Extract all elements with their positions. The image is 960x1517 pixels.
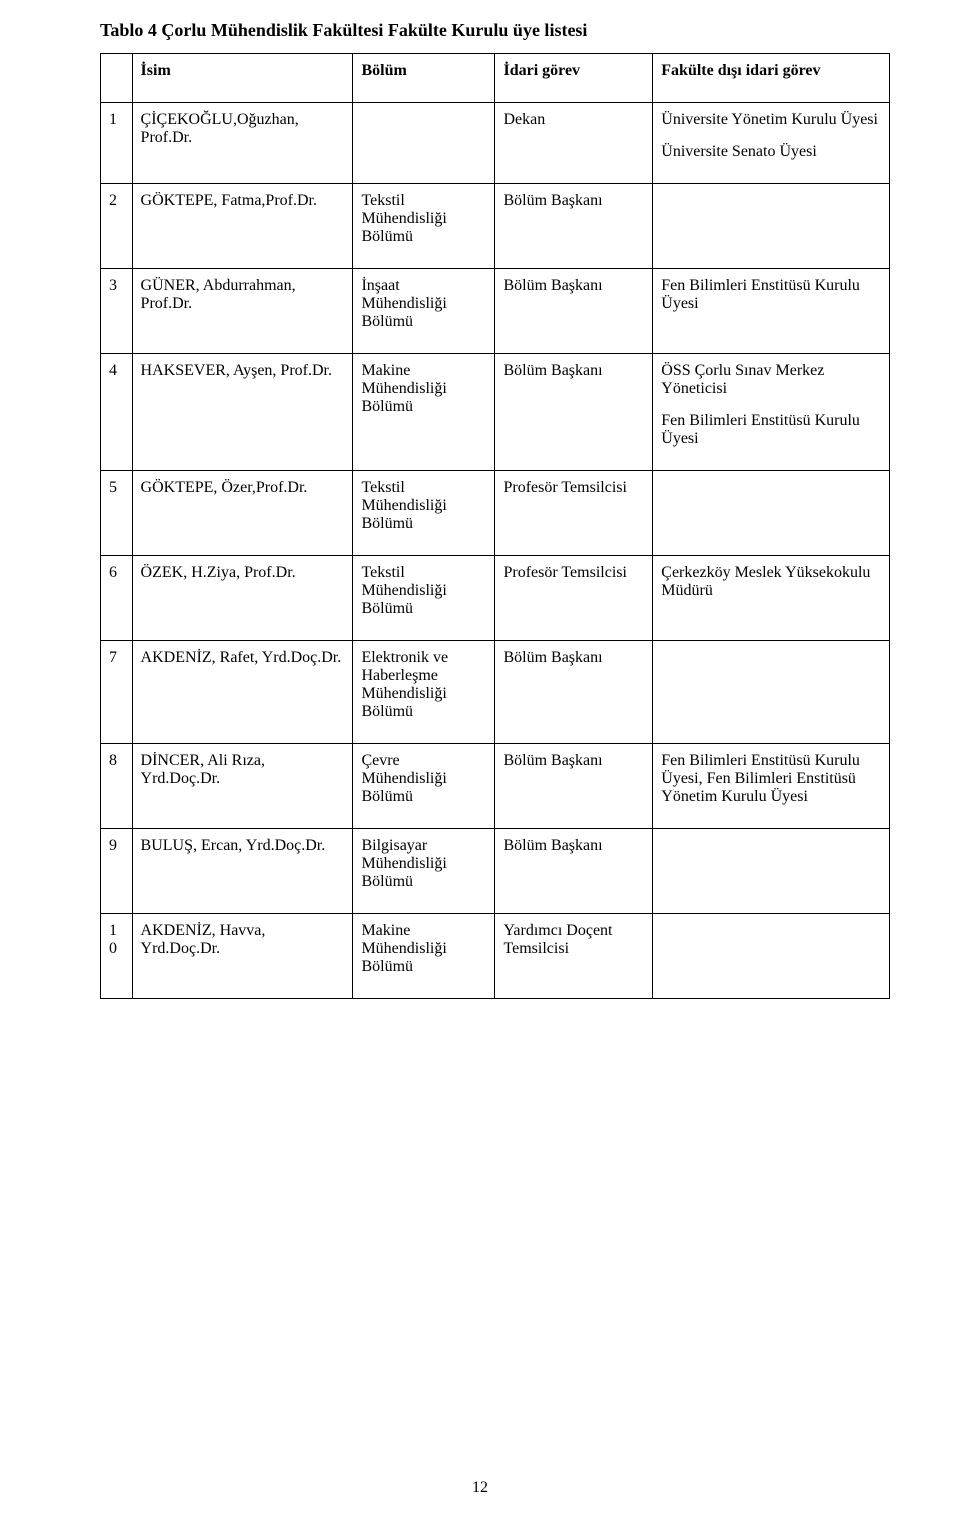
cell-num: 10: [101, 914, 133, 999]
cell-bolum: Tekstil Mühendisliği Bölümü: [353, 471, 495, 556]
cell-disi: Üniversite Yönetim Kurulu Üyesi Üniversi…: [653, 103, 890, 184]
cell-idari: Bölüm Başkanı: [495, 184, 653, 269]
th-bolum: Bölüm: [353, 54, 495, 103]
cell-disi: Çerkezköy Meslek Yüksekokulu Müdürü: [653, 556, 890, 641]
cell-num: 2: [101, 184, 133, 269]
page-title: Tablo 4 Çorlu Mühendislik Fakültesi Fakü…: [100, 20, 890, 41]
cell-idari: Bölüm Başkanı: [495, 744, 653, 829]
cell-num: 5: [101, 471, 133, 556]
cell-disi-extra: Üniversite Senato Üyesi: [661, 143, 881, 161]
cell-disi-extra: Fen Bilimleri Enstitüsü Kurulu Üyesi: [661, 412, 881, 448]
cell-bolum: Elektronik ve Haberleşme Mühendisliği Bö…: [353, 641, 495, 744]
cell-num: 1: [101, 103, 133, 184]
cell-disi-main: Üniversite Yönetim Kurulu Üyesi: [661, 111, 878, 128]
cell-num: 3: [101, 269, 133, 354]
cell-idari: Bölüm Başkanı: [495, 829, 653, 914]
cell-idari: Profesör Temsilcisi: [495, 556, 653, 641]
cell-bolum: Tekstil Mühendisliği Bölümü: [353, 184, 495, 269]
table-row: 6 ÖZEK, H.Ziya, Prof.Dr. Tekstil Mühendi…: [101, 556, 890, 641]
cell-disi: [653, 641, 890, 744]
cell-isim: HAKSEVER, Ayşen, Prof.Dr.: [132, 354, 353, 471]
cell-disi: [653, 471, 890, 556]
cell-isim: BULUŞ, Ercan, Yrd.Doç.Dr.: [132, 829, 353, 914]
table-row: 9 BULUŞ, Ercan, Yrd.Doç.Dr. Bilgisayar M…: [101, 829, 890, 914]
table-row: 5 GÖKTEPE, Özer,Prof.Dr. Tekstil Mühendi…: [101, 471, 890, 556]
cell-idari: Profesör Temsilcisi: [495, 471, 653, 556]
cell-isim: GÖKTEPE, Fatma,Prof.Dr.: [132, 184, 353, 269]
cell-isim: ÇİÇEKOĞLU,Oğuzhan, Prof.Dr.: [132, 103, 353, 184]
cell-bolum: Çevre Mühendisliği Bölümü: [353, 744, 495, 829]
cell-isim: GÜNER, Abdurrahman, Prof.Dr.: [132, 269, 353, 354]
cell-bolum: Makine Mühendisliği Bölümü: [353, 914, 495, 999]
document-page: Tablo 4 Çorlu Mühendislik Fakültesi Fakü…: [0, 0, 960, 1517]
cell-disi: [653, 184, 890, 269]
cell-bolum: [353, 103, 495, 184]
table-row: 2 GÖKTEPE, Fatma,Prof.Dr. Tekstil Mühend…: [101, 184, 890, 269]
cell-bolum: Tekstil Mühendisliği Bölümü: [353, 556, 495, 641]
cell-disi: Fen Bilimleri Enstitüsü Kurulu Üyesi: [653, 269, 890, 354]
table-row: 10 AKDENİZ, Havva, Yrd.Doç.Dr. Makine Mü…: [101, 914, 890, 999]
table-row: 1 ÇİÇEKOĞLU,Oğuzhan, Prof.Dr. Dekan Üniv…: [101, 103, 890, 184]
cell-num: 6: [101, 556, 133, 641]
table-row: 8 DİNCER, Ali Rıza, Yrd.Doç.Dr. Çevre Mü…: [101, 744, 890, 829]
th-isim: İsim: [132, 54, 353, 103]
cell-idari: Dekan: [495, 103, 653, 184]
cell-disi: Fen Bilimleri Enstitüsü Kurulu Üyesi, Fe…: [653, 744, 890, 829]
cell-num: 8: [101, 744, 133, 829]
cell-idari: Bölüm Başkanı: [495, 354, 653, 471]
cell-isim: AKDENİZ, Havva, Yrd.Doç.Dr.: [132, 914, 353, 999]
cell-num: 9: [101, 829, 133, 914]
cell-num: 7: [101, 641, 133, 744]
th-idari: İdari görev: [495, 54, 653, 103]
faculty-table: İsim Bölüm İdari görev Fakülte dışı idar…: [100, 53, 890, 999]
table-row: 3 GÜNER, Abdurrahman, Prof.Dr. İnşaat Mü…: [101, 269, 890, 354]
cell-bolum: Makine Mühendisliği Bölümü: [353, 354, 495, 471]
cell-disi: [653, 914, 890, 999]
table-header-row: İsim Bölüm İdari görev Fakülte dışı idar…: [101, 54, 890, 103]
cell-num: 4: [101, 354, 133, 471]
th-num: [101, 54, 133, 103]
th-disi: Fakülte dışı idari görev: [653, 54, 890, 103]
cell-isim: DİNCER, Ali Rıza, Yrd.Doç.Dr.: [132, 744, 353, 829]
cell-disi-main: ÖSS Çorlu Sınav Merkez Yöneticisi: [661, 362, 824, 397]
cell-idari: Bölüm Başkanı: [495, 269, 653, 354]
table-row: 7 AKDENİZ, Rafet, Yrd.Doç.Dr. Elektronik…: [101, 641, 890, 744]
cell-bolum: Bilgisayar Mühendisliği Bölümü: [353, 829, 495, 914]
cell-disi: ÖSS Çorlu Sınav Merkez Yöneticisi Fen Bi…: [653, 354, 890, 471]
cell-isim: GÖKTEPE, Özer,Prof.Dr.: [132, 471, 353, 556]
cell-isim: ÖZEK, H.Ziya, Prof.Dr.: [132, 556, 353, 641]
table-row: 4 HAKSEVER, Ayşen, Prof.Dr. Makine Mühen…: [101, 354, 890, 471]
cell-idari: Bölüm Başkanı: [495, 641, 653, 744]
cell-disi: [653, 829, 890, 914]
cell-bolum: İnşaat Mühendisliği Bölümü: [353, 269, 495, 354]
page-number: 12: [0, 1479, 960, 1497]
cell-idari: Yardımcı Doçent Temsilcisi: [495, 914, 653, 999]
cell-isim: AKDENİZ, Rafet, Yrd.Doç.Dr.: [132, 641, 353, 744]
